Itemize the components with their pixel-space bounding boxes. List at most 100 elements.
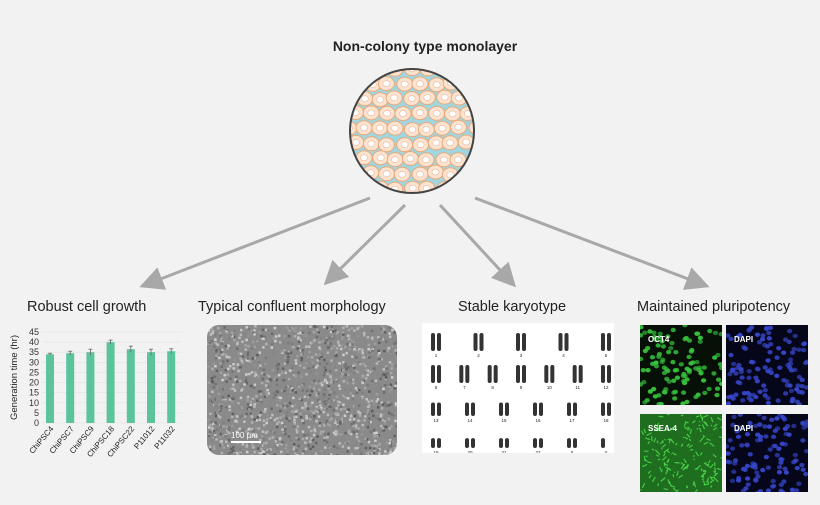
nucleus-dot [796,481,802,486]
chromosome-label: 3 [520,353,523,358]
cell-texture [218,348,222,352]
cell-texture [237,436,240,440]
cell-texture [338,426,341,430]
cell-texture [359,362,362,366]
cell-texture [309,416,312,419]
nucleus [383,109,391,117]
cell-texture [384,373,387,377]
cell-texture [337,342,340,345]
cell-texture [368,393,371,397]
cell-texture [224,353,227,356]
cell-texture [293,418,296,422]
cell-texture [275,383,279,387]
chromosome-label: 11 [575,385,580,390]
cell-texture [379,428,383,432]
nucleus-dot [756,414,762,417]
nucleus [407,95,416,102]
cell-texture [368,370,372,374]
cell-texture [219,436,222,439]
cell-texture [314,366,318,369]
cell-texture [275,422,279,426]
cell-texture [352,364,355,368]
membrane-stain [702,480,706,486]
cell-texture [342,373,345,377]
cell-texture [320,406,323,410]
cell-texture [309,447,312,451]
cell-texture [209,368,212,372]
cell-texture [323,372,326,375]
cell-texture [347,373,350,377]
cell-texture [391,328,394,332]
cell-texture [283,348,286,352]
cell-texture [296,425,300,428]
nucleus-dot [680,401,686,405]
cell-texture [312,417,316,421]
cell-texture [352,421,356,424]
chromosome-label: 18 [603,418,609,423]
cell-texture [360,419,364,423]
cell-texture [386,451,389,455]
cell-texture [283,406,287,410]
nucleus-dot [726,401,731,405]
nucleus-dot [752,423,759,429]
cell-texture [342,379,346,383]
cell-texture [213,343,216,346]
cell-texture [307,396,310,399]
cell-texture [350,343,354,346]
cell-texture [210,367,214,371]
cell-texture [330,359,333,362]
cell-texture [332,391,336,394]
nucleus-dot [694,359,700,365]
nucleus-dot [789,350,796,355]
cell-texture [217,408,221,412]
cell-texture [382,413,385,417]
nucleus-dot [783,470,789,475]
cell-texture [220,440,223,443]
cell-texture [288,329,291,332]
cell-texture [285,413,288,417]
cell-texture [376,398,380,401]
cell-texture [289,407,292,411]
cell-texture [317,399,320,402]
cell-texture [294,375,297,378]
nucleus-dot [719,381,722,386]
cell-texture [213,403,217,407]
membrane-stain [710,485,713,488]
cell-texture [357,326,360,329]
chromosome-label: 8 [491,385,494,390]
membrane-stain [710,481,712,484]
nucleus-dot [774,355,780,360]
cell-texture [384,425,388,429]
cell-texture [211,348,215,351]
cell-texture [265,421,268,425]
membrane-stain [671,452,677,456]
membrane-stain [655,428,660,432]
cell-texture [391,381,394,384]
cell-texture [375,362,379,365]
cell-texture [375,400,378,403]
cell-texture [308,350,311,354]
cell-texture [286,453,289,455]
cell-texture [377,358,381,361]
nucleus-dot [664,376,670,382]
cell-texture [219,371,223,375]
cell-texture [277,363,281,366]
cell-texture [336,413,340,416]
chromosome-label: Y [604,450,607,453]
cell-texture [361,391,364,395]
cell-texture [211,415,214,418]
cell-texture [351,355,354,358]
cell-texture [246,443,249,446]
cell-texture [357,427,361,430]
cell-texture [261,430,265,433]
membrane-stain [672,474,675,478]
cell-texture [305,436,309,440]
cell-texture [376,448,380,452]
cell-texture [211,381,215,384]
cell-texture [390,376,394,379]
cell-texture [315,407,319,410]
nucleus-dot [726,451,730,456]
cell-texture [306,391,310,395]
membrane-stain [702,434,706,438]
cell-texture [215,411,219,415]
